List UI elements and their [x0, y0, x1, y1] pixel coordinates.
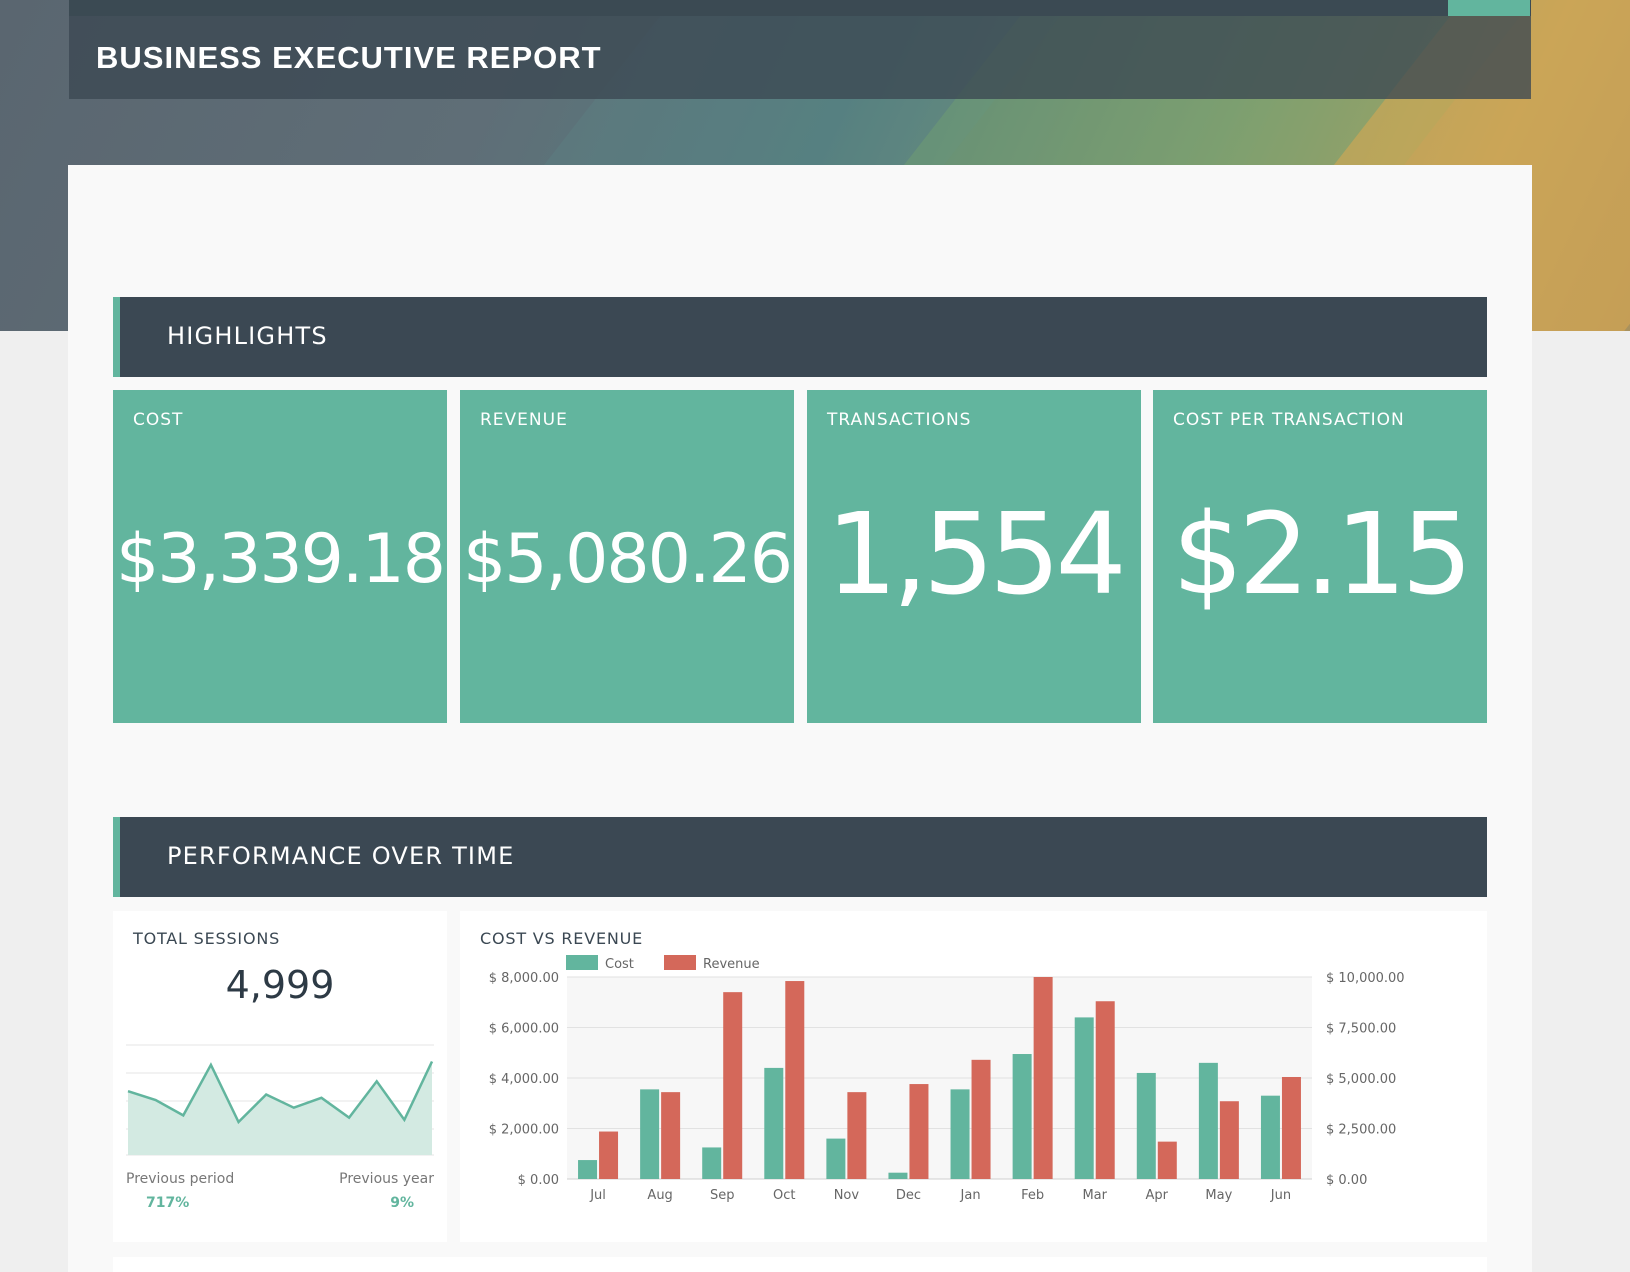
performance-section-header: PERFORMANCE OVER TIME — [113, 817, 1487, 897]
bar-revenue[interactable] — [723, 992, 743, 1179]
kpi-card-cost: COST $3,339.18 — [113, 390, 447, 723]
left-tick-label: $ 2,000.00 — [489, 1123, 559, 1138]
kpi-label: TRANSACTIONS — [827, 410, 972, 430]
card-title: COST VS REVENUE — [480, 929, 644, 948]
bar-cost[interactable] — [1136, 1072, 1156, 1179]
x-tick-label: Sep — [710, 1188, 735, 1203]
cost-vs-revenue-card: $ 0.00 $ 2,000.00 $ 4,000.00 $ 6,000.00 $ 8,… — [460, 911, 1487, 1242]
bar-cost[interactable] — [826, 1138, 846, 1179]
bar-cost[interactable] — [1012, 1054, 1032, 1179]
section-title: HIGHLIGHTS — [167, 322, 328, 350]
right-tick-label: $ 5,000.00 — [1326, 1072, 1396, 1087]
left-tick-label: $ 6,000.00 — [489, 1022, 559, 1037]
right-tick-label: $ 10,000.00 — [1326, 971, 1405, 986]
bar-revenue[interactable] — [1033, 977, 1053, 1179]
bar-cost[interactable] — [1198, 1062, 1218, 1179]
total-sessions-card: TOTAL SESSIONS 4,999 Previous period Pre… — [113, 911, 447, 1242]
kpi-value: $2.15 — [1172, 490, 1473, 620]
bar-cost[interactable] — [1260, 1095, 1280, 1179]
report-title: BUSINESS EXECUTIVE REPORT — [96, 40, 602, 75]
x-tick-label: Jul — [589, 1188, 606, 1203]
bar-revenue[interactable] — [1095, 1001, 1115, 1179]
report-title-bar: BUSINESS EXECUTIVE REPORT — [69, 16, 1531, 99]
bar-revenue[interactable] — [1219, 1101, 1239, 1179]
x-tick-label: Oct — [773, 1188, 795, 1203]
bar-revenue[interactable] — [1157, 1141, 1177, 1179]
left-tick-label: $ 4,000.00 — [489, 1072, 559, 1087]
right-tick-label: $ 2,500.00 — [1326, 1123, 1396, 1138]
section-title: PERFORMANCE OVER TIME — [167, 842, 515, 870]
kpi-label: REVENUE — [480, 410, 568, 430]
top-strip-accent — [1448, 0, 1530, 16]
x-tick-label: Jan — [960, 1188, 981, 1203]
x-tick-label: Aug — [647, 1188, 672, 1203]
bar-cost[interactable] — [1074, 1017, 1094, 1179]
x-tick-label: Mar — [1082, 1188, 1107, 1203]
previous-period-value: 717% — [146, 1195, 190, 1211]
left-tick-label: $ 0.00 — [518, 1173, 559, 1188]
kpi-value: 1,554 — [826, 490, 1127, 620]
legend-label: Revenue — [703, 957, 760, 972]
bar-cost[interactable] — [578, 1160, 598, 1179]
legend-item-revenue[interactable]: Revenue — [664, 955, 760, 972]
bar-revenue[interactable] — [661, 1092, 681, 1179]
sessions-line — [127, 1060, 434, 1125]
legend-swatch — [664, 955, 697, 970]
bar-cost[interactable] — [702, 1147, 722, 1179]
previous-year-value: 9% — [390, 1195, 414, 1211]
x-tick-label: Feb — [1021, 1188, 1044, 1203]
chart-legend: Cost Revenue — [566, 955, 786, 972]
top-strip — [69, 0, 1531, 16]
bar-cost[interactable] — [950, 1089, 970, 1179]
x-tick-label: Apr — [1146, 1188, 1169, 1203]
bar-revenue[interactable] — [785, 981, 805, 1179]
previous-period-label: Previous period — [126, 1171, 235, 1187]
bar-revenue[interactable] — [1281, 1076, 1301, 1179]
x-tick-label: Nov — [834, 1188, 860, 1203]
kpi-label: COST PER TRANSACTION — [1173, 410, 1405, 430]
right-tick-label: $ 0.00 — [1326, 1173, 1367, 1188]
bar-revenue[interactable] — [847, 1092, 867, 1179]
sessions-sparkline — [126, 1044, 434, 1156]
sessions-area — [128, 1061, 432, 1155]
kpi-card-transactions: TRANSACTIONS 1,554 — [807, 390, 1141, 723]
cost-vs-revenue-chart: $ 0.00 $ 2,000.00 $ 4,000.00 $ 6,000.00 $ 8,… — [489, 971, 1405, 1203]
kpi-value: $5,080.26 — [462, 520, 793, 599]
bar-cost[interactable] — [764, 1067, 784, 1179]
previous-year-label: Previous year — [339, 1171, 434, 1187]
kpi-card-revenue: REVENUE $5,080.26 — [460, 390, 794, 723]
bar-revenue[interactable] — [599, 1131, 619, 1179]
x-tick-label: Jun — [1270, 1188, 1291, 1203]
bar-cost[interactable] — [888, 1172, 908, 1179]
bar-revenue[interactable] — [971, 1059, 991, 1179]
legend-label: Cost — [605, 957, 634, 972]
kpi-card-cost-per-transaction: COST PER TRANSACTION $2.15 — [1153, 390, 1487, 723]
x-tick-label: May — [1205, 1188, 1232, 1203]
bar-revenue[interactable] — [909, 1084, 929, 1179]
x-tick-label: Dec — [896, 1188, 921, 1203]
sessions-value: 4,999 — [225, 963, 335, 1007]
legend-swatch — [566, 955, 598, 970]
left-tick-label: $ 8,000.00 — [489, 971, 559, 986]
kpi-label: COST — [133, 410, 184, 430]
legend-item-cost[interactable]: Cost — [566, 955, 634, 972]
card-title: TOTAL SESSIONS — [133, 929, 281, 948]
kpi-value: $3,339.18 — [115, 520, 446, 599]
highlights-section-header: HIGHLIGHTS — [113, 297, 1487, 377]
bar-cost[interactable] — [640, 1089, 660, 1179]
next-card-edge — [113, 1257, 1487, 1272]
right-tick-label: $ 7,500.00 — [1326, 1022, 1396, 1037]
